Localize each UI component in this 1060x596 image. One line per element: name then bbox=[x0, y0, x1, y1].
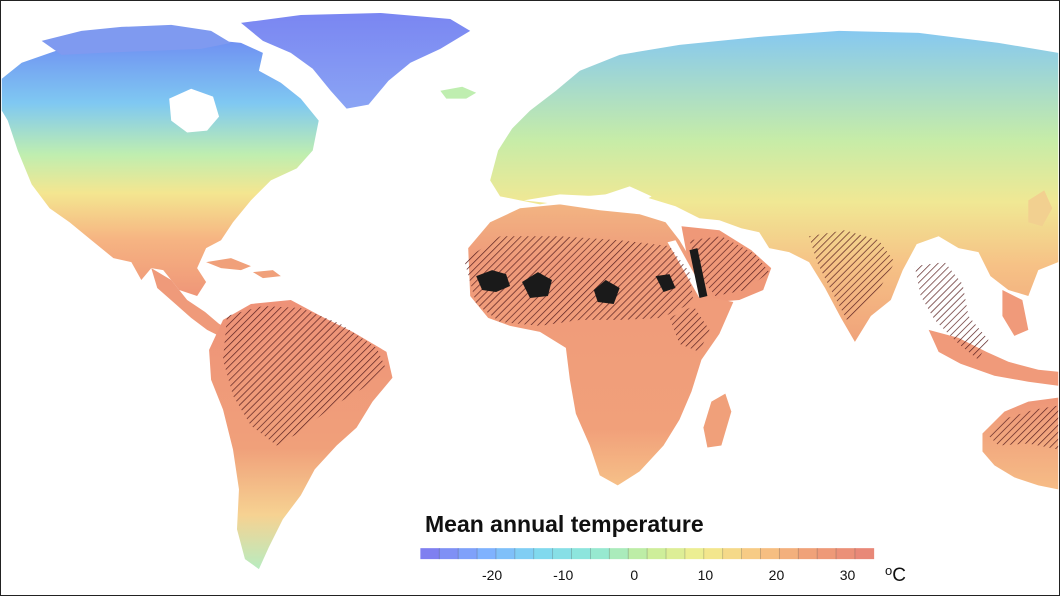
colorbar-tick-label: -20 bbox=[481, 567, 503, 583]
colorbar-segment bbox=[836, 548, 856, 560]
colorbar-segment bbox=[647, 548, 667, 560]
legend-title: Mean annual temperature bbox=[425, 511, 704, 537]
colorbar-segment bbox=[798, 548, 818, 560]
hottest-zone-east-sahara bbox=[593, 280, 620, 304]
colorbar-segment bbox=[854, 548, 875, 560]
unit-label: oC bbox=[885, 563, 906, 587]
colorbar-segment bbox=[628, 548, 648, 560]
greenland bbox=[240, 12, 471, 109]
hatch-amazon bbox=[223, 305, 387, 446]
colorbar-segment bbox=[514, 548, 535, 560]
canadian-arctic-islands bbox=[41, 24, 232, 55]
colorbar-segment bbox=[477, 548, 497, 560]
colorbar-segment bbox=[495, 548, 516, 560]
hatch-india bbox=[809, 230, 895, 320]
madagascar bbox=[703, 393, 732, 448]
colorbar-segment bbox=[458, 548, 478, 560]
central-america bbox=[151, 268, 232, 338]
hottest-zone-west-sahara bbox=[476, 270, 511, 293]
colorbar-segment bbox=[779, 548, 799, 560]
colorbar-segment bbox=[571, 548, 591, 560]
hatch-arabia bbox=[689, 236, 770, 297]
caribbean-islands bbox=[206, 258, 281, 279]
colorbar-tick-label: 30 bbox=[839, 567, 856, 583]
colorbar-segment bbox=[439, 548, 459, 560]
colorbar-segment bbox=[703, 548, 723, 560]
colorbar-segment bbox=[760, 548, 780, 560]
colorbar-segment bbox=[420, 548, 440, 560]
continent-eurasia bbox=[490, 30, 1059, 342]
iceland bbox=[440, 86, 477, 99]
colorbar-segment bbox=[552, 548, 572, 560]
hottest-zone-danakil bbox=[655, 248, 708, 298]
colorbar-tick-label: 0 bbox=[630, 567, 639, 583]
continent-north-america bbox=[1, 38, 319, 297]
hatch-australia bbox=[988, 405, 1059, 450]
colorbar-segment bbox=[684, 548, 705, 560]
colorbar bbox=[420, 548, 875, 560]
colorbar-segment bbox=[722, 548, 742, 560]
colorbar-tick-label: 10 bbox=[697, 567, 714, 583]
colorbar-segment bbox=[817, 548, 837, 560]
hatch-east-africa bbox=[669, 305, 710, 352]
colorbar-tick-label: -10 bbox=[553, 567, 574, 583]
unit-degree: o bbox=[885, 563, 893, 578]
hudson-bay bbox=[169, 88, 220, 133]
colorbar-segment bbox=[609, 548, 629, 560]
colorbar-segment bbox=[590, 548, 610, 560]
hatch-sahara bbox=[464, 236, 694, 326]
colorbar-tick-label: 20 bbox=[768, 567, 785, 583]
colorbar-segment bbox=[533, 548, 553, 560]
mediterranean-sea bbox=[524, 186, 652, 207]
unit-letter: C bbox=[892, 565, 906, 586]
colorbar-segment bbox=[741, 548, 761, 560]
hatch-southeast-asia bbox=[914, 262, 989, 360]
japan bbox=[1028, 190, 1053, 227]
colorbar-segment bbox=[666, 548, 686, 560]
hottest-zone-central-sahara bbox=[522, 272, 552, 298]
southeast-asia-islands bbox=[928, 290, 1059, 386]
